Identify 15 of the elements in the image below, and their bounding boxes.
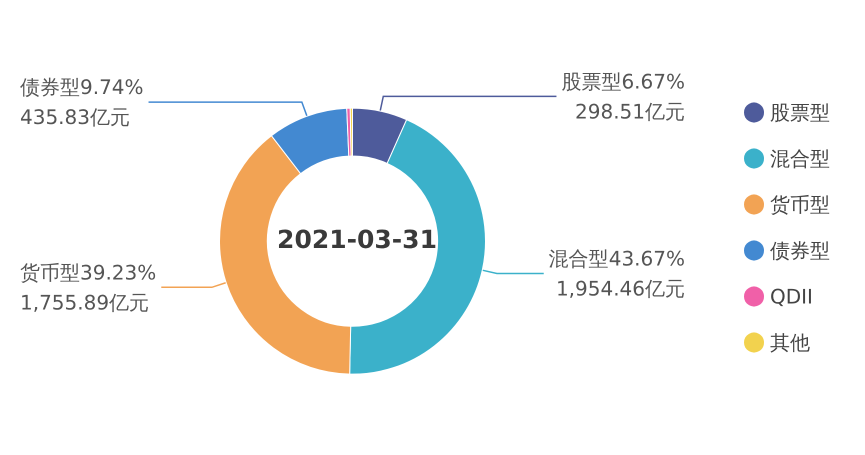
- legend-label: 股票型: [770, 100, 830, 124]
- category-label: 股票型6.67%: [561, 69, 685, 94]
- text: 298.51亿元: [575, 99, 685, 124]
- legend-label: 其他: [770, 330, 810, 354]
- text: 1,954.46亿元: [556, 276, 685, 300]
- category-label: 债券型9.74%: [20, 75, 144, 100]
- legend-label: 债券型: [770, 238, 830, 262]
- text: 435.83亿元: [20, 105, 130, 130]
- legend-label: 混合型: [770, 146, 830, 170]
- legend-label: QDII: [770, 284, 813, 308]
- text: 2021-03-31: [277, 225, 437, 254]
- legend-label: 货币型: [770, 192, 830, 216]
- category-label: 混合型43.67%: [548, 246, 685, 270]
- text: 1,755.89亿元: [20, 290, 150, 314]
- category-label: 货币型39.23%: [20, 260, 156, 284]
